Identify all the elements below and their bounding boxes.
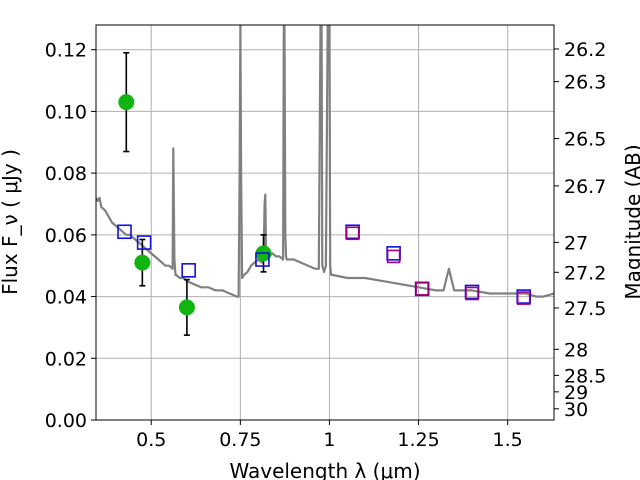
mag-tick-label: 29 xyxy=(564,382,588,404)
y-tick-label: 0.00 xyxy=(45,410,87,432)
model-photometry-marker xyxy=(136,235,152,250)
hst-photometry-marker xyxy=(415,282,429,296)
mag-tick-label: 26.7 xyxy=(564,176,606,198)
hst-photometry-marker xyxy=(516,291,531,305)
mag-tick-label: 30 xyxy=(564,399,588,421)
y-axis-label: Flux F_ν ( μJy ) xyxy=(0,149,22,295)
mag-tick-label: 26.3 xyxy=(564,72,606,94)
y-tick-label: 0.08 xyxy=(45,163,87,185)
model-photometry-marker xyxy=(181,263,196,278)
y-tick-label: 0.10 xyxy=(45,101,87,123)
model-photometry-marker xyxy=(117,224,132,240)
model-spectrum-line xyxy=(96,25,554,298)
x-tick-label: 1 xyxy=(323,429,335,451)
x-tick-label: 1.5 xyxy=(493,429,523,451)
mag-tick-label: 27.2 xyxy=(564,262,606,284)
mag-tick-label: 27.5 xyxy=(564,298,606,320)
plot-area xyxy=(96,25,554,336)
y-tick-label: 0.06 xyxy=(45,225,87,247)
model-photometry-marker xyxy=(386,246,401,261)
plot-frame xyxy=(95,24,555,421)
mag-tick-label: 26.2 xyxy=(564,39,606,61)
hst-photometry-marker xyxy=(465,286,479,301)
model-photometry-marker xyxy=(255,252,270,267)
x-tick-label: 1.25 xyxy=(397,429,439,451)
mag-tick-label: 27 xyxy=(564,232,588,254)
hst-photometry-marker xyxy=(386,249,401,264)
mag-tick-label: 28 xyxy=(564,339,588,361)
y2-axis-label: Magnitude (AB) xyxy=(621,144,640,299)
x-axis-label: Wavelength λ (μm) xyxy=(229,459,420,480)
x-tick-label: 0.75 xyxy=(219,429,261,451)
mag-tick-label: 26.5 xyxy=(564,129,606,151)
y-tick-label: 0.02 xyxy=(45,348,87,370)
x-tick-label: 0.5 xyxy=(136,429,166,451)
observed-point xyxy=(134,254,151,271)
hst-photometry-marker xyxy=(345,226,360,241)
observed-point xyxy=(118,94,135,111)
grid xyxy=(96,25,554,421)
observed-point xyxy=(178,299,195,316)
y-tick-label: 0.12 xyxy=(45,40,87,62)
axes: 0.5 0.75 1 1.25 1.5 0.00 0.02 0.04 0.06 0.08 0.10 0… xyxy=(45,39,607,451)
mag-tick-label: 28.5 xyxy=(564,365,606,387)
y-tick-label: 0.04 xyxy=(45,287,87,309)
